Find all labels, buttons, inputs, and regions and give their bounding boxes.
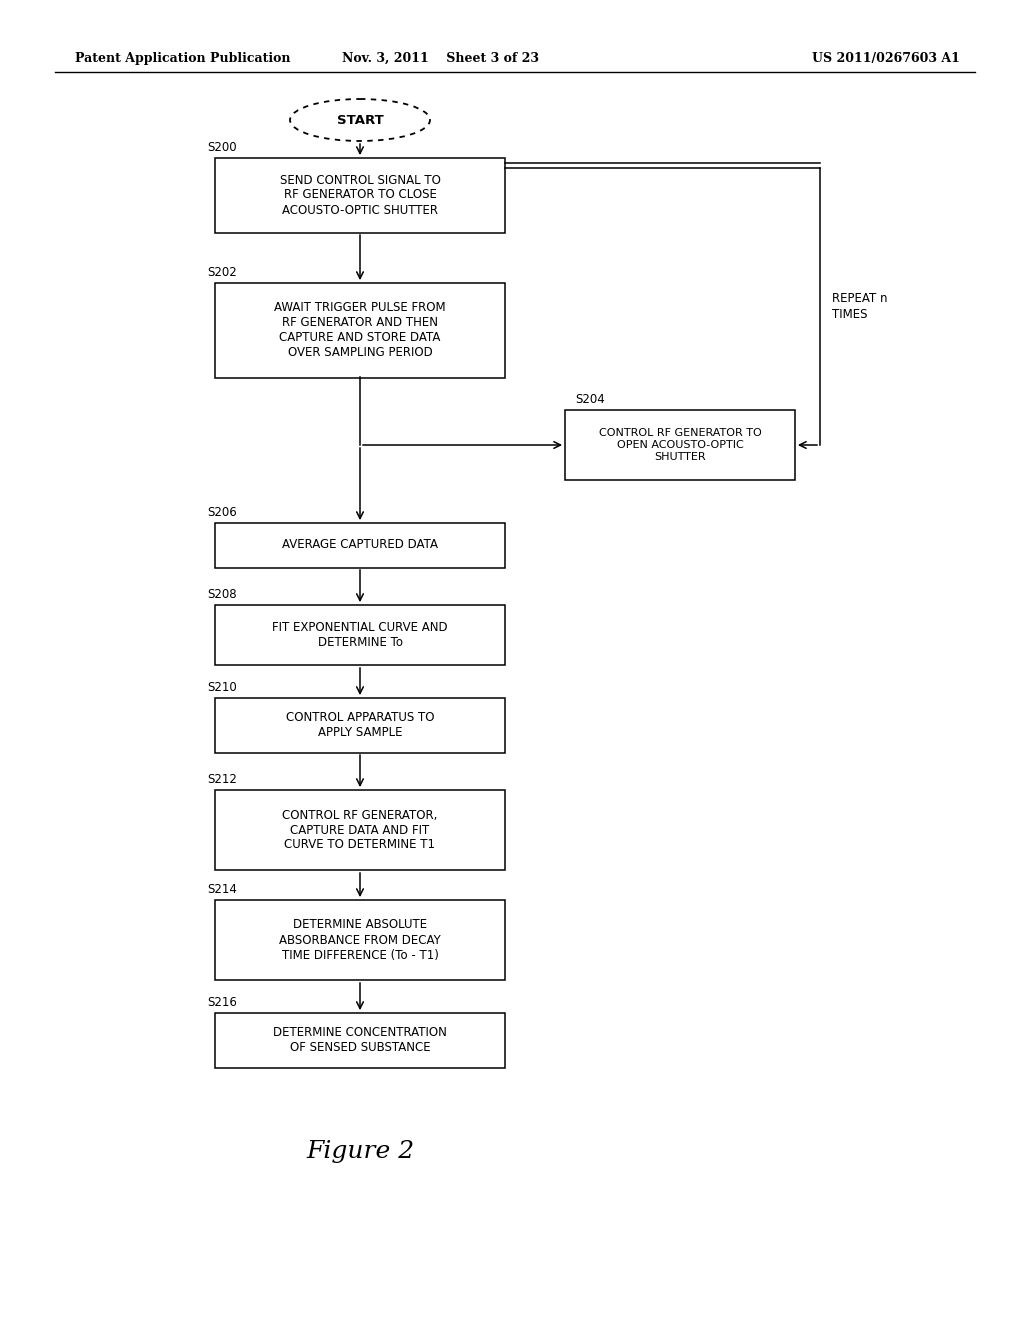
- Text: FIT EXPONENTIAL CURVE AND
DETERMINE To: FIT EXPONENTIAL CURVE AND DETERMINE To: [272, 620, 447, 649]
- Text: CONTROL RF GENERATOR,
CAPTURE DATA AND FIT
CURVE TO DETERMINE T1: CONTROL RF GENERATOR, CAPTURE DATA AND F…: [283, 808, 437, 851]
- Text: AWAIT TRIGGER PULSE FROM
RF GENERATOR AND THEN
CAPTURE AND STORE DATA
OVER SAMPL: AWAIT TRIGGER PULSE FROM RF GENERATOR AN…: [274, 301, 445, 359]
- Text: REPEAT n
TIMES: REPEAT n TIMES: [831, 293, 888, 321]
- Text: AVERAGE CAPTURED DATA: AVERAGE CAPTURED DATA: [282, 539, 438, 552]
- Ellipse shape: [290, 99, 430, 141]
- FancyBboxPatch shape: [215, 157, 505, 232]
- Text: S200: S200: [207, 141, 237, 154]
- FancyBboxPatch shape: [565, 411, 795, 480]
- Text: CONTROL RF GENERATOR TO
OPEN ACOUSTO-OPTIC
SHUTTER: CONTROL RF GENERATOR TO OPEN ACOUSTO-OPT…: [599, 429, 762, 462]
- Text: US 2011/0267603 A1: US 2011/0267603 A1: [812, 51, 961, 65]
- Text: CONTROL APPARATUS TO
APPLY SAMPLE: CONTROL APPARATUS TO APPLY SAMPLE: [286, 711, 434, 739]
- FancyBboxPatch shape: [215, 282, 505, 378]
- Text: S214: S214: [207, 883, 237, 896]
- Text: S216: S216: [207, 997, 237, 1008]
- FancyBboxPatch shape: [215, 789, 505, 870]
- Text: Figure 2: Figure 2: [306, 1140, 414, 1163]
- Text: DETERMINE ABSOLUTE
ABSORBANCE FROM DECAY
TIME DIFFERENCE (To - T1): DETERMINE ABSOLUTE ABSORBANCE FROM DECAY…: [280, 919, 441, 961]
- Text: S204: S204: [575, 393, 605, 407]
- Text: Patent Application Publication: Patent Application Publication: [75, 51, 291, 65]
- Text: DETERMINE CONCENTRATION
OF SENSED SUBSTANCE: DETERMINE CONCENTRATION OF SENSED SUBSTA…: [273, 1026, 446, 1053]
- Text: S208: S208: [207, 587, 237, 601]
- FancyBboxPatch shape: [215, 605, 505, 665]
- FancyBboxPatch shape: [215, 1012, 505, 1068]
- FancyBboxPatch shape: [215, 523, 505, 568]
- Text: S210: S210: [207, 681, 237, 694]
- FancyBboxPatch shape: [215, 697, 505, 752]
- Text: SEND CONTROL SIGNAL TO
RF GENERATOR TO CLOSE
ACOUSTO-OPTIC SHUTTER: SEND CONTROL SIGNAL TO RF GENERATOR TO C…: [280, 173, 440, 216]
- Text: START: START: [337, 114, 383, 127]
- Text: Nov. 3, 2011    Sheet 3 of 23: Nov. 3, 2011 Sheet 3 of 23: [341, 51, 539, 65]
- Text: S202: S202: [207, 267, 237, 279]
- FancyBboxPatch shape: [215, 900, 505, 979]
- Text: S206: S206: [207, 506, 237, 519]
- Text: S212: S212: [207, 774, 237, 785]
